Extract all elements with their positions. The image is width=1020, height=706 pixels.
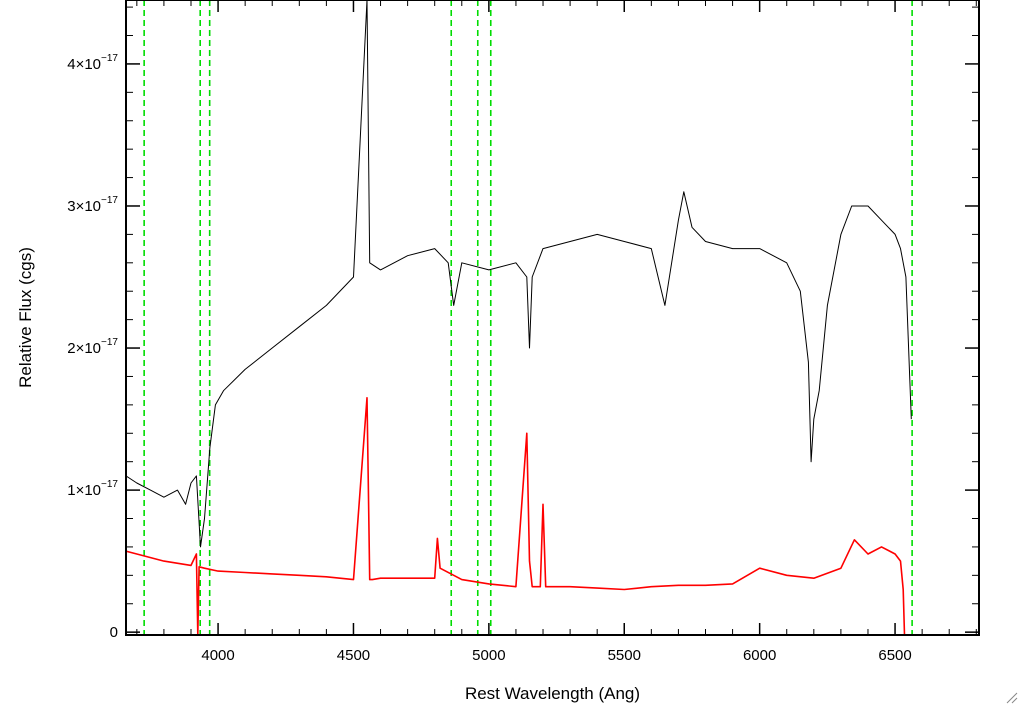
x-tick-label-4: 6000 bbox=[743, 647, 776, 664]
series-line-0 bbox=[125, 0, 912, 548]
y-tick-label-1: 1×10−17 bbox=[67, 479, 118, 499]
y-tick-label-4: 4×10−17 bbox=[67, 53, 118, 73]
x-tick-label-5: 6500 bbox=[878, 647, 911, 664]
x-tick-label-2: 5000 bbox=[472, 647, 505, 664]
x-axis-title: Rest Wavelength (Ang) bbox=[465, 684, 640, 703]
vertical-marker-lines bbox=[143, 0, 913, 635]
y-tick-label-3: 3×10−17 bbox=[67, 195, 118, 215]
x-tick-label-3: 5500 bbox=[608, 647, 641, 664]
resize-grip-icon[interactable] bbox=[1006, 692, 1018, 704]
y-axis-ticks: 0 1×10−17 2×10−17 3×10−17 4×10−17 bbox=[67, 6, 979, 641]
x-axis-ticks: 4000 4500 5000 5500 6000 6500 bbox=[136, 0, 977, 664]
x-tick-label-0: 4000 bbox=[201, 647, 234, 664]
x-tick-label-1: 4500 bbox=[337, 647, 370, 664]
y-tick-label-0: 0 bbox=[110, 624, 118, 641]
series-line-1 bbox=[125, 396, 979, 636]
y-tick-label-2: 2×10−17 bbox=[67, 337, 118, 357]
spectrum-series bbox=[125, 0, 979, 636]
y-axis-title: Relative Flux (cgs) bbox=[16, 247, 35, 388]
plot-frame bbox=[125, 0, 980, 636]
